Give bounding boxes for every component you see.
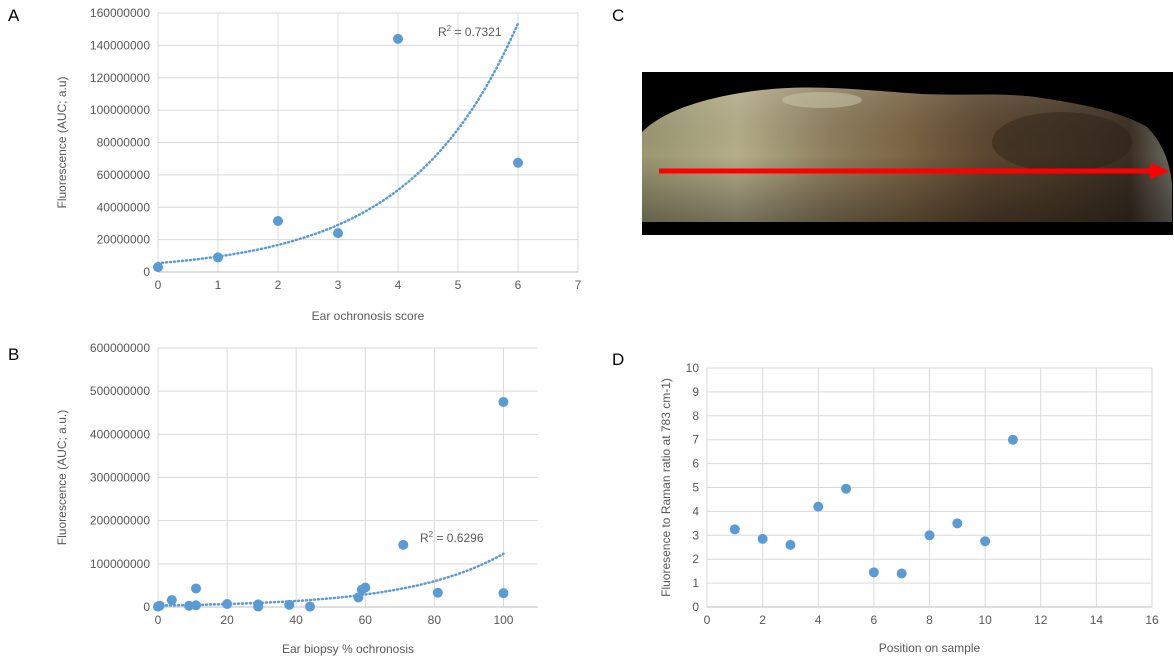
chart-b-y-tick-label: 200000000 xyxy=(90,514,150,528)
chart-d-data-point xyxy=(757,533,768,544)
chart-d-data-point xyxy=(896,568,907,579)
chart-a-x-tick-label: 3 xyxy=(335,278,342,292)
sample-photo xyxy=(642,72,1173,235)
chart-a-data-point xyxy=(153,262,163,273)
chart-b-y-tick-label: 0 xyxy=(143,600,150,614)
chart-a-x-tick-label: 5 xyxy=(455,278,462,292)
chart-d-x-tick-label: 16 xyxy=(1145,613,1159,627)
chart-b-data-point xyxy=(253,599,264,610)
chart-a-y-tick-label: 100000000 xyxy=(90,103,150,117)
chart-a-y-tick-label: 60000000 xyxy=(97,168,151,182)
chart-d-x-tick-label: 10 xyxy=(978,613,992,627)
chart-a-x-tick-label: 2 xyxy=(275,278,282,292)
chart-d-y-tick-label: 7 xyxy=(692,433,699,447)
chart-a-y-tick-label: 80000000 xyxy=(97,136,151,150)
chart-a-y-axis-title: Fluorescence (AUC; a.u) xyxy=(55,76,69,208)
chart-a-x-tick-label: 4 xyxy=(395,278,402,292)
chart-b-x-tick-label: 40 xyxy=(290,613,304,627)
chart-d-x-tick-label: 2 xyxy=(759,613,766,627)
chart-d-x-tick-label: 12 xyxy=(1034,613,1048,627)
chart-a-y-tick-label: 20000000 xyxy=(97,233,151,247)
chart-d-x-tick-label: 6 xyxy=(871,613,878,627)
chart-d-data-point xyxy=(980,536,991,547)
chart-d-data-point xyxy=(924,530,935,541)
chart-b-trendline xyxy=(156,552,505,607)
chart-a-x-tick-label: 0 xyxy=(155,278,162,292)
chart-b-data-point xyxy=(154,600,165,611)
chart-b-data-point xyxy=(284,599,295,610)
chart-d-y-tick-label: 0 xyxy=(692,600,699,614)
chart-d-y-axis-title: Fluoresence to Raman ratio at 783 cm-1) xyxy=(659,378,673,597)
chart-a-y-tick-label: 140000000 xyxy=(90,38,150,52)
chart-d-data-point xyxy=(841,483,852,494)
chart-b-x-tick-label: 80 xyxy=(428,613,442,627)
chart-b-data-point xyxy=(222,598,233,609)
panel-label-c: C xyxy=(612,6,625,25)
chart-a-y-tick-label: 160000000 xyxy=(90,6,150,20)
chart-a-data-point xyxy=(513,157,523,168)
chart-d-y-tick-label: 5 xyxy=(692,481,699,495)
chart-d-y-tick-label: 1 xyxy=(692,576,699,590)
chart-b-data-point xyxy=(191,583,201,594)
chart-a-data-point xyxy=(333,228,343,239)
chart-d-data-point xyxy=(868,567,879,578)
chart-d-x-tick-label: 0 xyxy=(704,613,711,627)
chart-d-y-tick-label: 6 xyxy=(692,457,699,471)
chart-b-data-point xyxy=(398,539,409,550)
chart-d-y-tick-label: 9 xyxy=(692,385,699,399)
chart-b-data-point xyxy=(166,595,177,606)
chart-d-y-tick-label: 3 xyxy=(692,528,699,542)
chart-d-data-point xyxy=(785,539,796,550)
chart-d-data-point xyxy=(813,501,824,512)
chart-b-y-tick-label: 600000000 xyxy=(90,341,150,355)
chart-d-data-point xyxy=(952,518,963,529)
chart-d-y-tick-label: 4 xyxy=(692,504,699,518)
chart-b-data-point xyxy=(432,587,443,598)
chart-a-x-tick-label: 6 xyxy=(515,278,522,292)
chart-b-x-tick-label: 20 xyxy=(220,613,234,627)
chart-a-data-point xyxy=(273,216,283,227)
chart-b-data-point xyxy=(191,600,201,611)
chart-d-x-axis-title: Position on sample xyxy=(879,641,981,655)
chart-b-r-squared: R2 = 0.6296 xyxy=(420,530,484,545)
chart-d-x-tick-label: 14 xyxy=(1090,613,1104,627)
chart-b-y-tick-label: 400000000 xyxy=(90,427,150,441)
chart-b-x-tick-label: 0 xyxy=(155,613,162,627)
chart-a-data-point xyxy=(393,33,403,44)
panel-label-d: D xyxy=(612,350,625,369)
chart-a-x-tick-label: 1 xyxy=(215,278,222,292)
chart-d-y-tick-label: 8 xyxy=(692,409,699,423)
chart-d-data-point xyxy=(1007,434,1018,445)
chart-b-data-point xyxy=(305,601,315,612)
chart-d-y-tick-label: 10 xyxy=(686,361,700,375)
chart-a-data-point xyxy=(213,252,223,263)
chart-a-y-tick-label: 0 xyxy=(143,265,150,279)
sample-photo-image xyxy=(642,72,1173,235)
chart-b-x-axis-title: Ear biopsy % ochronosis xyxy=(282,642,414,656)
chart-a-y-tick-label: 40000000 xyxy=(97,200,151,214)
chart-b-y-tick-label: 300000000 xyxy=(90,471,150,485)
chart-d-y-tick-label: 2 xyxy=(692,552,699,566)
chart-a-x-axis-title: Ear ochronosis score xyxy=(312,309,425,323)
chart-b-y-tick-label: 500000000 xyxy=(90,384,150,398)
chart-d-x-tick-label: 4 xyxy=(815,613,822,627)
panel-label-a: A xyxy=(8,6,20,25)
chart-a-r-squared: R2 = 0.7321 xyxy=(438,24,502,39)
arrow-head xyxy=(1150,163,1170,179)
chart-a-y-tick-label: 120000000 xyxy=(90,71,150,85)
chart-b-y-axis-title: Fluorescence (AUC; a.u.) xyxy=(55,410,69,545)
chart-b-data-point xyxy=(498,396,509,407)
chart-d-x-tick-label: 8 xyxy=(926,613,933,627)
chart-b-y-tick-label: 100000000 xyxy=(90,557,150,571)
panel-label-b: B xyxy=(8,345,20,364)
chart-b-data-point xyxy=(353,592,364,603)
chart-b-data-point xyxy=(360,582,371,593)
chart-b-x-tick-label: 60 xyxy=(359,613,373,627)
chart-b-data-point xyxy=(498,588,509,599)
chart-a-x-tick-label: 7 xyxy=(575,278,582,292)
chart-d-data-point xyxy=(729,524,740,535)
chart-b-x-tick-label: 100 xyxy=(493,613,513,627)
